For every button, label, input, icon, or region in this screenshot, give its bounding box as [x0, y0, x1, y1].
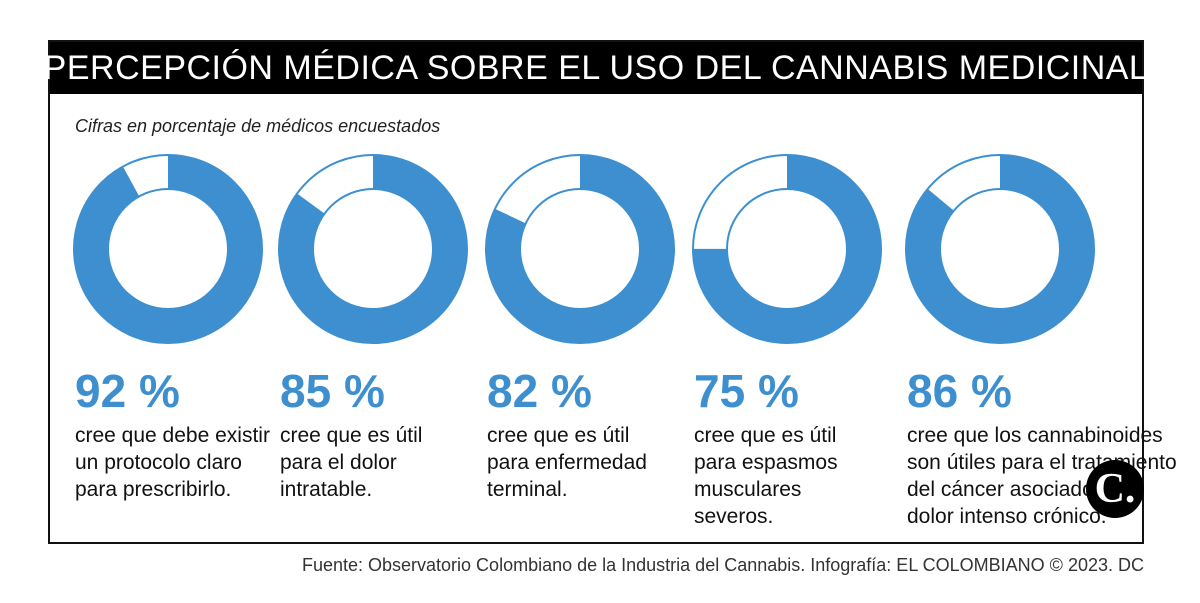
el-colombiano-logo: C.: [1086, 460, 1144, 518]
description-line: cree que es útil: [487, 424, 630, 447]
description-line: intratable.: [280, 478, 373, 501]
percentage-label: 85 %: [280, 365, 385, 417]
donut-description: cree que es útil para enfermedad terminal.: [487, 422, 757, 503]
description-line: un protocolo claro: [75, 451, 242, 474]
donut-3: [485, 154, 675, 344]
description-line: cree que es útil: [280, 424, 423, 447]
description-line: musculares: [694, 478, 802, 501]
description-line: del cáncer asociado con: [907, 478, 1134, 501]
description-line: para prescribirlo.: [75, 478, 232, 501]
donut-inner-outline: [107, 188, 229, 310]
description-line: cree que es útil: [694, 424, 837, 447]
donut-inner-outline: [519, 188, 641, 310]
description-line: cree que debe existir: [75, 424, 270, 447]
donut-value-arc: [73, 154, 263, 344]
description-line: para enfermedad: [487, 451, 647, 474]
donut-inner-outline: [726, 188, 848, 310]
donut-5: [905, 154, 1095, 344]
description-line: severos.: [694, 505, 774, 528]
percentage-label: 86 %: [907, 365, 1012, 417]
description-line: terminal.: [487, 478, 568, 501]
chart-title: PERCEPCIÓN MÉDICA SOBRE EL USO DEL CANNA…: [43, 48, 1149, 87]
donut-value-arc: [485, 154, 675, 344]
donut-value-arc: [278, 154, 468, 344]
donut-description: cree que debe existir un protocolo claro p…: [75, 422, 345, 503]
donut-description: cree que es útil para el dolor intratable.: [280, 422, 550, 503]
description-line: para espasmos: [694, 451, 838, 474]
donut-2: [278, 154, 468, 344]
donut-value-arc: [692, 154, 882, 344]
description-line: para el dolor: [280, 451, 397, 474]
percentage-label: 75 %: [694, 365, 799, 417]
donut-value-arc: [905, 154, 1095, 344]
description-line: dolor intenso crónico.: [907, 505, 1107, 528]
percentage-label: 92 %: [75, 365, 180, 417]
description-line: cree que los cannabinoides: [907, 424, 1163, 447]
donut-1: [73, 154, 263, 344]
percentage-label: 82 %: [487, 365, 592, 417]
donut-inner-outline: [312, 188, 434, 310]
donut-description: cree que es útil para espasmos musculares s…: [694, 422, 964, 530]
title-bar: PERCEPCIÓN MÉDICA SOBRE EL USO DEL CANNA…: [44, 42, 1148, 94]
donut-4: [692, 154, 882, 344]
donut-inner-outline: [939, 188, 1061, 310]
donut-description: cree que los cannabinoides son útiles par…: [907, 422, 1177, 530]
source-note: Fuente: Observatorio Colombiano de la In…: [301, 555, 1144, 575]
chart-subtitle: Cifras en porcentaje de médicos encuesta…: [75, 116, 441, 136]
